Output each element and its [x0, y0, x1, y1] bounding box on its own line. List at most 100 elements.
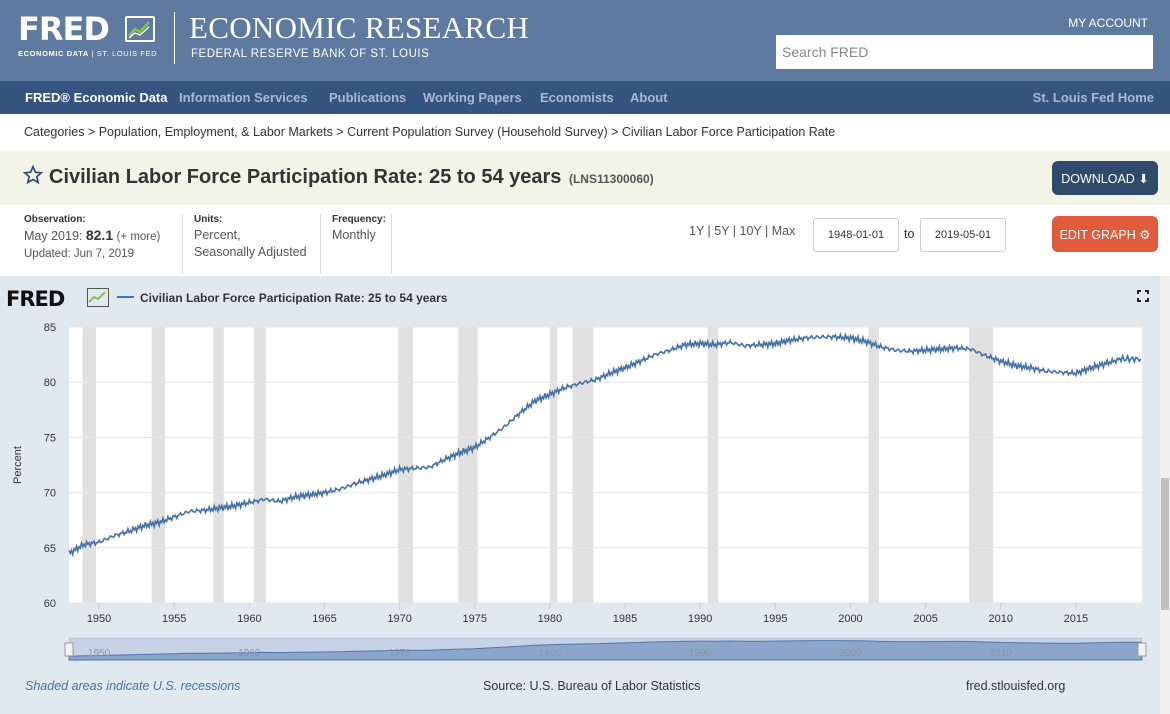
nav-st-louis-fed-home[interactable]: St. Louis Fed Home — [1032, 90, 1154, 105]
navigator-label: 1970 — [388, 648, 411, 659]
fred-logo-word: FRED — [18, 10, 110, 48]
units-block: Units: Percent, Seasonally Adjusted — [194, 214, 307, 261]
line-chart[interactable]: 60 65 70 75 80 85 1950 1955 1960 1965 1970 1975 1980… — [0, 314, 1160, 674]
page-scrollbar-thumb[interactable] — [1161, 478, 1169, 610]
y-tick-label: 70 — [44, 488, 56, 500]
x-tick-label: 2010 — [988, 613, 1012, 625]
edit-graph-button[interactable]: EDIT GRAPH ⚙ — [1052, 216, 1158, 252]
recession-band — [151, 327, 166, 603]
recession-band — [969, 327, 994, 603]
units-line-2: Seasonally Adjusted — [194, 245, 307, 259]
nav-publications[interactable]: Publications — [329, 90, 407, 105]
site-header: FRED ECONOMIC DATA | ST. LOUIS FED ECONO… — [0, 0, 1170, 81]
x-tick-label: 2005 — [913, 613, 937, 625]
x-tick-label: 2000 — [838, 613, 862, 625]
frequency-label: Frequency: — [332, 214, 386, 225]
fred-logo[interactable]: FRED ECONOMIC DATA | ST. LOUIS FED — [18, 12, 157, 58]
x-tick-label: 1960 — [237, 613, 261, 625]
site-url[interactable]: fred.stlouisfed.org — [966, 679, 1066, 693]
x-tick-label: 1970 — [387, 613, 411, 625]
nav-information-services[interactable]: Information Services — [179, 90, 308, 105]
start-date-input[interactable] — [813, 218, 899, 252]
x-tick-label: 1990 — [688, 613, 712, 625]
breadcrumb[interactable]: Categories > Population, Employment, & L… — [24, 125, 836, 139]
graph-fred-chart-icon — [87, 288, 109, 307]
star-icon[interactable] — [22, 164, 44, 190]
recession-band — [572, 327, 594, 603]
navigator-label: 1950 — [88, 648, 111, 659]
range-selector[interactable]: 1Y | 5Y | 10Y | Max — [689, 224, 796, 238]
end-date-input[interactable] — [920, 218, 1006, 252]
legend-label: Civilian Labor Force Participation Rate:… — [140, 291, 448, 305]
nav-fred-economic-data[interactable]: FRED® Economic Data — [25, 90, 168, 105]
navigator-label: 2010 — [990, 648, 1013, 659]
recession-band — [213, 327, 224, 603]
meta-divider — [182, 214, 183, 274]
navigator-handle[interactable] — [64, 642, 74, 657]
header-divider — [174, 12, 175, 64]
recession-band — [549, 327, 558, 603]
series-id: (LNS11300060) — [568, 172, 654, 186]
gear-icon: ⚙ — [1139, 227, 1151, 242]
recession-band — [458, 327, 478, 603]
economic-research-title[interactable]: ECONOMIC RESEARCH — [189, 10, 530, 45]
y-tick-label: 65 — [44, 543, 56, 555]
nav-working-papers[interactable]: Working Papers — [423, 90, 522, 105]
y-tick-label: 80 — [44, 377, 56, 389]
download-button[interactable]: DOWNLOAD ⬇ — [1052, 161, 1158, 195]
observation-value: May 2019: 82.1 (+ more) — [24, 227, 161, 243]
x-tick-label: 1950 — [87, 613, 111, 625]
main-nav: FRED® Economic Data Information Services… — [0, 81, 1170, 114]
x-tick-label: 1965 — [312, 613, 336, 625]
download-icon: ⬇ — [1138, 171, 1149, 186]
y-tick-label: 60 — [44, 598, 56, 610]
navigator-selection — [69, 638, 1142, 660]
series-title-band — [0, 151, 1170, 205]
search-input[interactable] — [776, 35, 1153, 69]
navigator-handle[interactable] — [1137, 642, 1147, 657]
plot-area — [69, 327, 1142, 603]
graph-fred-logo: FRED — [6, 287, 65, 311]
units-line-1: Percent, — [194, 228, 241, 242]
fred-chart-icon — [125, 16, 155, 42]
fred-logo-tagline: ECONOMIC DATA | ST. LOUIS FED — [18, 49, 158, 58]
header-subtitle: FEDERAL RESERVE BANK OF ST. LOUIS — [191, 48, 430, 60]
series-line — [68, 331, 1142, 558]
recession-note: Shaded areas indicate U.S. recessions — [25, 679, 241, 693]
navigator-label: 1990 — [689, 648, 712, 659]
updated-date: Updated: Jun 7, 2019 — [24, 248, 134, 260]
meta-divider — [391, 214, 392, 274]
x-tick-label: 1995 — [763, 613, 787, 625]
source-note[interactable]: Source: U.S. Bureau of Labor Statistics — [483, 679, 701, 693]
observation-block: Observation: May 2019: 82.1 (+ more) Upd… — [24, 214, 160, 263]
more-observations-link[interactable]: (+ more) — [116, 231, 161, 243]
observation-label: Observation: — [24, 214, 86, 225]
x-tick-label: 1975 — [463, 613, 487, 625]
navigator-label: 1980 — [539, 648, 562, 659]
frequency-block: Frequency: Monthly — [332, 214, 386, 244]
y-tick-label: 85 — [44, 322, 56, 334]
series-title: Civilian Labor Force Participation Rate:… — [49, 166, 654, 188]
fullscreen-icon[interactable] — [1137, 289, 1149, 302]
frequency-value: Monthly — [332, 228, 376, 242]
recession-band — [868, 327, 880, 603]
x-tick-label: 2015 — [1064, 613, 1088, 625]
my-account-link[interactable]: MY ACCOUNT — [1068, 16, 1148, 30]
nav-about[interactable]: About — [630, 90, 668, 105]
y-axis-label: Percent — [12, 446, 24, 484]
x-tick-label: 1955 — [162, 613, 186, 625]
recession-band — [82, 327, 97, 603]
navigator-series — [68, 640, 1143, 661]
legend-swatch — [117, 296, 134, 298]
navigator-label: 1960 — [238, 648, 261, 659]
to-label: to — [904, 227, 915, 241]
recession-band — [253, 327, 266, 603]
nav-economists[interactable]: Economists — [540, 90, 614, 105]
units-label: Units: — [194, 214, 223, 225]
y-tick-label: 75 — [44, 432, 56, 444]
x-tick-label: 1985 — [613, 613, 637, 625]
meta-divider — [320, 214, 321, 274]
navigator-label: 2000 — [839, 648, 862, 659]
recession-band — [707, 327, 719, 603]
x-tick-label: 1980 — [538, 613, 562, 625]
